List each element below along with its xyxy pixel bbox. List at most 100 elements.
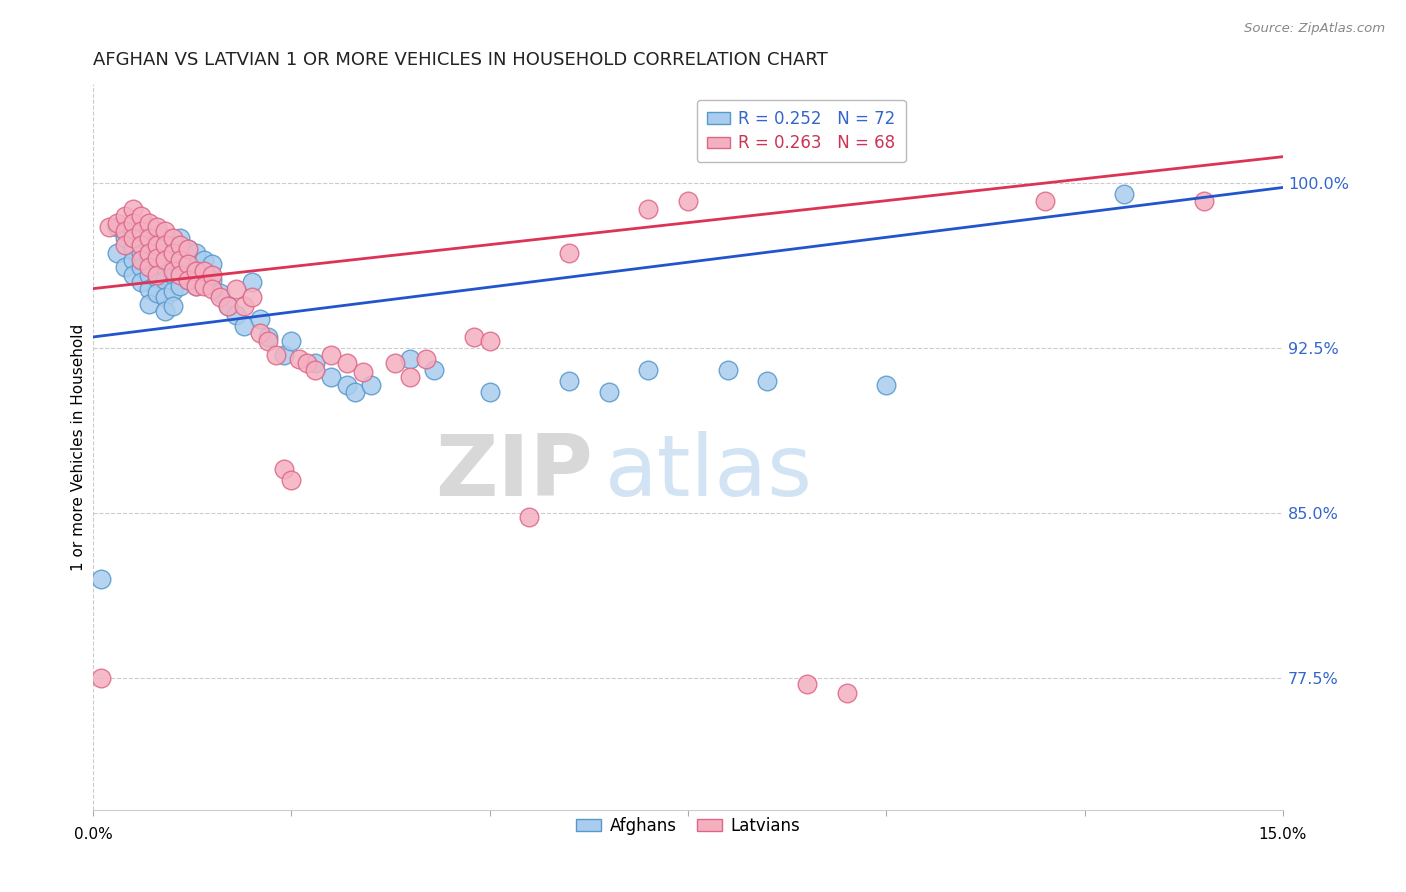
Point: [162, 237, 184, 252]
Point: [193, 264, 215, 278]
Point: [162, 252, 184, 267]
Point: [129, 237, 152, 252]
Point: [153, 246, 176, 260]
Point: [153, 303, 176, 318]
Point: [177, 242, 200, 256]
Point: [304, 356, 326, 370]
Point: [193, 279, 215, 293]
Point: [114, 209, 136, 223]
Point: [249, 312, 271, 326]
Point: [209, 285, 232, 300]
Text: AFGHAN VS LATVIAN 1 OR MORE VEHICLES IN HOUSEHOLD CORRELATION CHART: AFGHAN VS LATVIAN 1 OR MORE VEHICLES IN …: [93, 51, 828, 69]
Point: [478, 384, 501, 399]
Point: [129, 246, 152, 260]
Point: [1192, 194, 1215, 208]
Point: [169, 279, 191, 293]
Point: [256, 330, 278, 344]
Point: [186, 264, 208, 278]
Point: [169, 237, 191, 252]
Point: [360, 378, 382, 392]
Point: [415, 351, 437, 366]
Point: [637, 202, 659, 217]
Point: [478, 334, 501, 349]
Point: [384, 356, 406, 370]
Point: [280, 473, 302, 487]
Point: [558, 246, 581, 260]
Point: [336, 356, 359, 370]
Point: [169, 231, 191, 245]
Point: [129, 231, 152, 245]
Text: 0.0%: 0.0%: [73, 827, 112, 842]
Point: [145, 285, 167, 300]
Point: [138, 268, 160, 283]
Point: [463, 330, 485, 344]
Point: [162, 268, 184, 283]
Point: [304, 363, 326, 377]
Point: [201, 268, 224, 283]
Point: [121, 224, 143, 238]
Point: [256, 334, 278, 349]
Point: [138, 297, 160, 311]
Point: [162, 231, 184, 245]
Point: [145, 255, 167, 269]
Point: [138, 237, 160, 252]
Point: [186, 279, 208, 293]
Point: [162, 246, 184, 260]
Point: [98, 220, 121, 235]
Point: [186, 264, 208, 278]
Point: [637, 363, 659, 377]
Point: [321, 347, 343, 361]
Point: [138, 220, 160, 235]
Point: [273, 462, 295, 476]
Point: [352, 365, 374, 379]
Point: [598, 384, 620, 399]
Point: [177, 273, 200, 287]
Point: [169, 246, 191, 260]
Point: [343, 384, 366, 399]
Point: [240, 275, 263, 289]
Point: [186, 279, 208, 293]
Point: [519, 510, 541, 524]
Point: [114, 224, 136, 238]
Point: [121, 216, 143, 230]
Point: [756, 374, 779, 388]
Point: [225, 282, 247, 296]
Point: [129, 209, 152, 223]
Point: [162, 264, 184, 278]
Point: [129, 252, 152, 267]
Point: [162, 284, 184, 298]
Point: [145, 270, 167, 285]
Point: [145, 224, 167, 238]
Point: [169, 268, 191, 283]
Point: [273, 347, 295, 361]
Point: [121, 252, 143, 267]
Point: [225, 308, 247, 322]
Point: [558, 374, 581, 388]
Point: [162, 299, 184, 313]
Legend: Afghans, Latvians: Afghans, Latvians: [569, 810, 807, 841]
Point: [201, 257, 224, 271]
Point: [177, 242, 200, 256]
Text: Source: ZipAtlas.com: Source: ZipAtlas.com: [1244, 22, 1385, 36]
Point: [145, 251, 167, 265]
Point: [90, 572, 112, 586]
Point: [297, 356, 319, 370]
Point: [717, 363, 740, 377]
Point: [138, 282, 160, 296]
Point: [114, 231, 136, 245]
Point: [121, 231, 143, 245]
Point: [676, 194, 699, 208]
Point: [217, 299, 239, 313]
Point: [169, 252, 191, 267]
Point: [186, 246, 208, 260]
Point: [153, 260, 176, 274]
Point: [217, 299, 239, 313]
Point: [129, 224, 152, 238]
Point: [138, 231, 160, 245]
Point: [875, 378, 897, 392]
Point: [177, 257, 200, 271]
Point: [153, 290, 176, 304]
Point: [145, 220, 167, 235]
Point: [336, 378, 359, 392]
Text: ZIP: ZIP: [434, 431, 593, 514]
